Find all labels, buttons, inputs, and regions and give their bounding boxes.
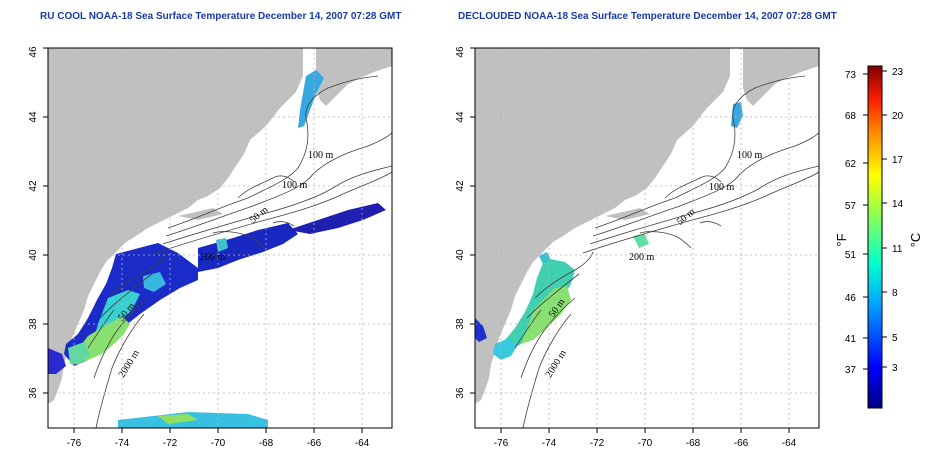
left-y-tick: 38 (28, 318, 39, 330)
right-x-tick: -70 (638, 438, 653, 449)
colorbar-c-tick: 8 (892, 288, 898, 299)
right-contour-label-200: 200 m (629, 252, 655, 263)
colorbar-c-tick: 5 (892, 333, 898, 344)
right-x-tick: -66 (734, 438, 749, 449)
left-map-frame (47, 47, 393, 429)
right-y-tick: 40 (455, 249, 466, 261)
colorbar-f-tick: 46 (845, 293, 857, 304)
colorbar-f-tick: 73 (845, 70, 857, 81)
colorbar-fahrenheit-unit: °F (834, 233, 849, 246)
colorbar-celsius-unit: °C (908, 233, 923, 248)
right-x-axis: -76 -74 -72 -70 -68 -66 -64 (494, 428, 797, 449)
right-x-tick: -76 (494, 438, 509, 449)
colorbar-f-tick: 57 (845, 201, 857, 212)
left-x-tick: -64 (355, 438, 370, 449)
left-y-tick: 42 (28, 180, 39, 192)
right-map-title: DECLOUDED NOAA-18 Sea Surface Temperatur… (458, 11, 837, 22)
left-x-axis: -76 -74 -72 -70 -68 -66 -64 (67, 428, 370, 449)
colorbar-c-tick: 3 (892, 363, 898, 374)
left-y-tick: 46 (28, 46, 39, 58)
right-map: 100 m 100 m 50 m 200 m 50 m 2000 m -76 -… (455, 46, 820, 449)
colorbar-c-tick: 11 (892, 244, 903, 255)
right-y-tick: 44 (455, 111, 466, 123)
left-contour-label-100-south: 100 m (282, 180, 308, 191)
colorbar-c-tick: 23 (892, 67, 904, 78)
colorbar-gradient (867, 65, 883, 409)
left-x-tick: -68 (259, 438, 274, 449)
right-y-tick: 42 (455, 180, 466, 192)
colorbar: 73 68 62 57 51 46 41 37 23 20 17 14 11 8… (834, 65, 923, 409)
right-x-tick: -72 (590, 438, 605, 449)
colorbar-c-tick: 20 (892, 111, 904, 122)
left-x-tick: -74 (115, 438, 130, 449)
left-x-tick: -66 (307, 438, 322, 449)
right-contour-label-100-north: 100 m (737, 150, 763, 161)
right-sst-data (475, 102, 743, 360)
right-x-tick: -74 (542, 438, 557, 449)
left-y-tick: 44 (28, 111, 39, 123)
left-sst-data (48, 70, 386, 428)
right-x-tick: -64 (782, 438, 797, 449)
right-y-tick: 36 (455, 387, 466, 399)
left-map: 100 m 100 m 50 m 200 m 50 m 2000 m -76 -… (28, 46, 393, 449)
colorbar-f-tick: 37 (845, 365, 857, 376)
left-y-axis: 36 38 40 42 44 46 (28, 46, 48, 399)
right-y-axis: 36 38 40 42 44 46 (455, 46, 475, 399)
left-y-tick: 40 (28, 249, 39, 261)
left-x-tick: -70 (211, 438, 226, 449)
colorbar-c-tick: 17 (892, 155, 904, 166)
left-x-tick: -72 (163, 438, 178, 449)
left-contour-label-200: 200 m (200, 252, 226, 263)
left-contour-label-100-north: 100 m (308, 150, 334, 161)
colorbar-c-tick: 14 (892, 199, 904, 210)
colorbar-f-tick: 62 (845, 159, 857, 170)
left-y-tick: 36 (28, 387, 39, 399)
left-x-tick: -76 (67, 438, 82, 449)
right-y-tick: 46 (455, 46, 466, 58)
colorbar-f-tick: 41 (845, 334, 857, 345)
right-x-tick: -68 (686, 438, 701, 449)
right-map-frame (474, 47, 820, 429)
right-contour-label-100-south: 100 m (709, 182, 735, 193)
colorbar-f-tick: 68 (845, 111, 857, 122)
left-map-title: RU COOL NOAA-18 Sea Surface Temperature … (40, 11, 402, 22)
colorbar-f-tick: 51 (845, 250, 857, 261)
right-y-tick: 38 (455, 318, 466, 330)
